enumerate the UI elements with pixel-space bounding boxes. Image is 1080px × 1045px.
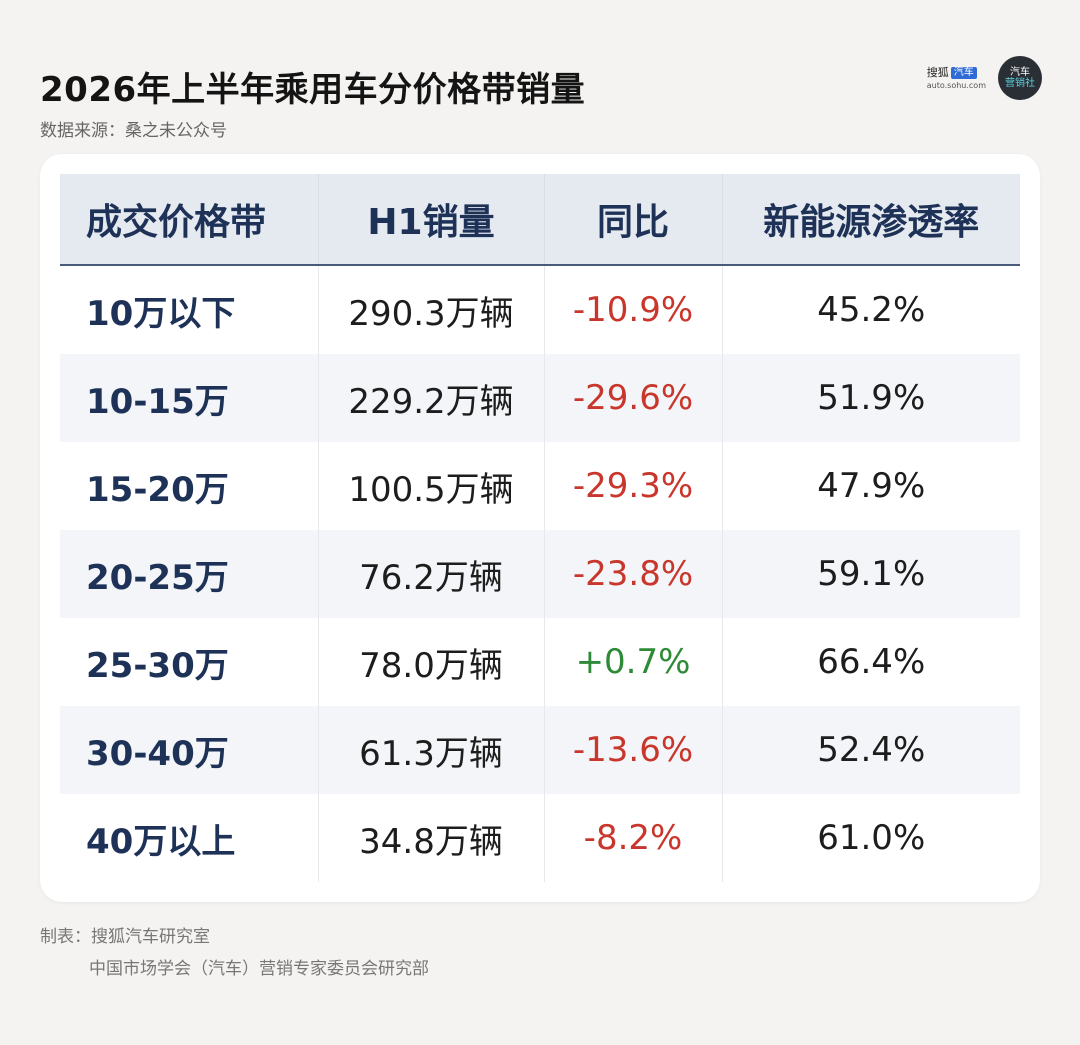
column-header-price-band: 成交价格带 <box>60 174 319 266</box>
circle-logo-line2: 营销社 <box>1005 78 1035 89</box>
cell-nev-penetration: 45.2% <box>817 290 926 330</box>
cell-h1-sales: 34.8万辆 <box>318 794 545 882</box>
column-header-h1-sales: H1销量 <box>318 174 545 266</box>
cell-yoy: -10.9% <box>544 265 723 354</box>
cell-price-band: 30-40万 <box>60 706 319 794</box>
table-row: 15-20万 100.5万辆 -29.3% 47.9% <box>60 442 1020 530</box>
footer-credit-org: 中国市场学会（汽车）营销专家委员会研究部 <box>89 959 429 979</box>
table-row: 20-25万 76.2万辆 -23.8% 59.1% <box>60 530 1020 618</box>
cell-yoy: -13.6% <box>544 706 723 794</box>
table-row: 40万以上 34.8万辆 -8.2% 61.0% <box>60 794 1020 882</box>
cell-price-band: 25-30万 <box>60 618 319 706</box>
sohu-logo-text: 搜狐 <box>926 66 949 79</box>
table-body: 10万以下 290.3万辆 -10.9% 45.2% 10-15万 229.2万辆 -29.… <box>60 265 1020 882</box>
cell-h1-sales: 78.0万辆 <box>318 618 545 706</box>
cell-h1-sales: 76.2万辆 <box>318 530 545 618</box>
table-header-row: 成交价格带 H1销量 同比 新能源渗透率 <box>60 174 1020 266</box>
cell-nev-penetration: 66.4% <box>817 642 926 682</box>
brand-logos: 搜狐 汽车 auto.sohu.com 汽车 营销社 <box>927 56 1042 100</box>
sohu-logo-badge: 汽车 <box>950 66 977 79</box>
column-header-nev-penetration: 新能源渗透率 <box>722 174 1020 266</box>
table-card: 成交价格带 H1销量 同比 新能源渗透率 10万以下 290.3万辆 -10.9% 4… <box>40 154 1040 902</box>
cell-nev-penetration: 51.9% <box>722 354 1020 442</box>
cell-nev-penetration: 59.1% <box>722 530 1020 618</box>
sohu-auto-logo: 搜狐 汽车 auto.sohu.com <box>926 66 986 90</box>
column-header-yoy: 同比 <box>544 174 723 266</box>
cell-price-band: 10-15万 <box>60 354 319 442</box>
chart-title: 2026年上半年乘用车分价格带销量 <box>40 70 586 110</box>
cell-h1-sales: 100.5万辆 <box>318 442 545 530</box>
footer-credit: 制表：搜狐汽车研究室 <box>40 927 210 947</box>
cell-price-band: 40万以上 <box>60 794 319 882</box>
table-row: 30-40万 61.3万辆 -13.6% 52.4% <box>60 706 1020 794</box>
data-source: 数据来源：桑之未公众号 <box>40 121 227 141</box>
cell-h1-sales: 290.3万辆 <box>318 265 545 354</box>
cell-h1-sales: 229.2万辆 <box>318 354 545 442</box>
cell-yoy: -8.2% <box>544 794 723 882</box>
circle-logo-line1: 汽车 <box>1010 66 1030 78</box>
price-band-table: 成交价格带 H1销量 同比 新能源渗透率 10万以下 290.3万辆 -10.9% 4… <box>60 174 1020 882</box>
cell-yoy: +0.7% <box>544 618 723 706</box>
table-row: 10-15万 229.2万辆 -29.6% 51.9% <box>60 354 1020 442</box>
cell-nev-penetration: 47.9% <box>817 466 926 506</box>
cell-yoy: -29.3% <box>544 442 723 530</box>
auto-marketing-club-logo: 汽车 营销社 <box>998 56 1042 100</box>
cell-nev-penetration: 61.0% <box>817 818 926 858</box>
cell-price-band: 20-25万 <box>60 530 319 618</box>
sohu-logo-url: auto.sohu.com <box>926 80 986 90</box>
table-row: 25-30万 78.0万辆 +0.7% 66.4% <box>60 618 1020 706</box>
cell-yoy: -29.6% <box>544 354 723 442</box>
cell-price-band: 15-20万 <box>60 442 319 530</box>
table-row: 10万以下 290.3万辆 -10.9% 45.2% <box>60 265 1020 354</box>
cell-h1-sales: 61.3万辆 <box>318 706 545 794</box>
cell-nev-penetration: 52.4% <box>722 706 1020 794</box>
cell-yoy: -23.8% <box>544 530 723 618</box>
cell-price-band: 10万以下 <box>60 265 319 354</box>
